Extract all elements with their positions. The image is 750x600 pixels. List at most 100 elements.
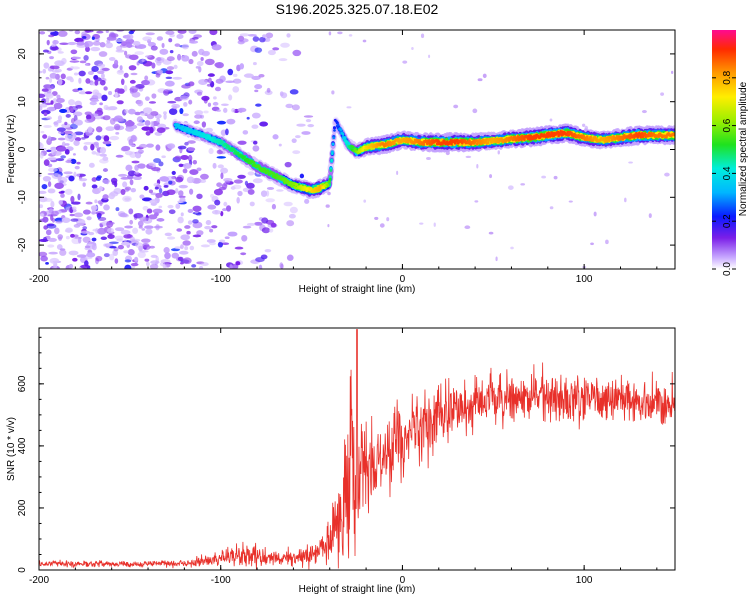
noise-speckle (220, 211, 224, 217)
noise-speckle (42, 49, 50, 53)
noise-speckle (47, 135, 52, 142)
noise-speckle (254, 221, 263, 226)
noise-speckle (216, 182, 223, 188)
noise-speckle (121, 241, 131, 246)
noise-speckle (109, 241, 119, 244)
noise-speckle (98, 185, 103, 192)
noise-speckle (262, 34, 267, 38)
ridge-blob (335, 120, 338, 124)
noise-speckle (155, 73, 161, 78)
ridge-track (171, 116, 675, 200)
noise-speckle (142, 244, 151, 250)
noise-speckle (216, 120, 227, 125)
noise-speckle (158, 161, 164, 167)
noise-speckle (223, 177, 233, 182)
noise-speckle (157, 123, 167, 129)
noise-speckle (99, 102, 103, 106)
noise-speckle (549, 118, 553, 122)
noise-speckle (489, 174, 493, 179)
noise-speckle (141, 228, 146, 231)
noise-speckle (108, 192, 116, 200)
noise-speckle (227, 231, 238, 237)
noise-speckle (86, 252, 96, 258)
noise-speckle (268, 228, 274, 233)
noise-speckle (184, 246, 189, 251)
noise-speckle (131, 160, 140, 164)
noise-speckle (183, 163, 192, 169)
noise-speckle (39, 174, 42, 178)
noise-speckle (83, 145, 88, 151)
noise-speckle (252, 140, 258, 145)
noise-speckle (116, 69, 125, 75)
noise-speckle (192, 234, 202, 238)
noise-speckle (233, 179, 243, 184)
noise-speckle (232, 86, 240, 93)
noise-speckle (97, 63, 106, 68)
noise-speckle (182, 257, 192, 265)
noise-speckle (150, 254, 158, 258)
noise-speckle (141, 238, 151, 243)
noise-speckle (237, 140, 247, 145)
noise-speckle (219, 239, 226, 243)
noise-speckle (175, 176, 184, 183)
noise-speckle (216, 109, 221, 112)
noise-speckle (89, 101, 97, 106)
ridge-blob (333, 129, 336, 132)
noise-speckle (54, 227, 60, 235)
noise-speckle (184, 141, 189, 146)
noise-speckle (264, 249, 272, 253)
noise-speckle (495, 256, 498, 262)
noise-speckle (181, 43, 189, 50)
noise-speckle (42, 68, 47, 74)
noise-speckle (261, 217, 269, 224)
noise-speckle (141, 59, 145, 62)
noise-speckle (291, 104, 300, 111)
noise-speckle (433, 222, 436, 227)
noise-speckle (95, 126, 103, 133)
noise-speckle (123, 84, 128, 92)
noise-speckle (73, 72, 79, 76)
noise-speckle (83, 54, 89, 61)
noise-speckle (91, 243, 97, 251)
noise-speckle (70, 158, 77, 165)
noise-speckle (184, 225, 191, 229)
noise-speckle (77, 193, 81, 201)
noise-speckle (70, 233, 75, 238)
noise-speckle (148, 101, 157, 104)
noise-speckle (291, 138, 297, 144)
noise-speckle (157, 69, 164, 75)
noise-speckle (91, 210, 96, 215)
noise-speckle (189, 245, 195, 251)
noise-speckle (88, 162, 95, 168)
noise-speckle (166, 56, 175, 62)
noise-speckle (132, 227, 139, 234)
noise-speckle (265, 37, 271, 42)
ridge-blob (468, 139, 471, 143)
noise-speckle (80, 264, 91, 269)
noise-speckle (52, 39, 59, 45)
noise-speckle (465, 155, 472, 159)
noise-speckle (124, 120, 135, 127)
noise-speckle (60, 73, 66, 80)
noise-speckle (271, 203, 277, 210)
noise-speckle (194, 114, 203, 119)
noise-speckle (107, 106, 118, 111)
noise-speckle (57, 174, 62, 181)
noise-speckle (124, 259, 132, 263)
noise-speckle (85, 201, 93, 205)
noise-speckle (286, 33, 291, 38)
noise-speckle (60, 193, 65, 198)
noise-speckle (237, 107, 247, 113)
noise-speckle (73, 212, 84, 218)
noise-speckle (158, 205, 163, 209)
noise-speckle (127, 170, 137, 177)
noise-speckle (163, 184, 169, 188)
noise-speckle (213, 96, 217, 100)
noise-speckle (130, 72, 138, 76)
noise-speckle (328, 31, 332, 36)
noise-speckle (265, 198, 276, 203)
noise-speckle (68, 250, 79, 256)
noise-speckle (209, 228, 214, 233)
noise-speckle (236, 196, 240, 204)
noise-speckle (130, 144, 136, 147)
